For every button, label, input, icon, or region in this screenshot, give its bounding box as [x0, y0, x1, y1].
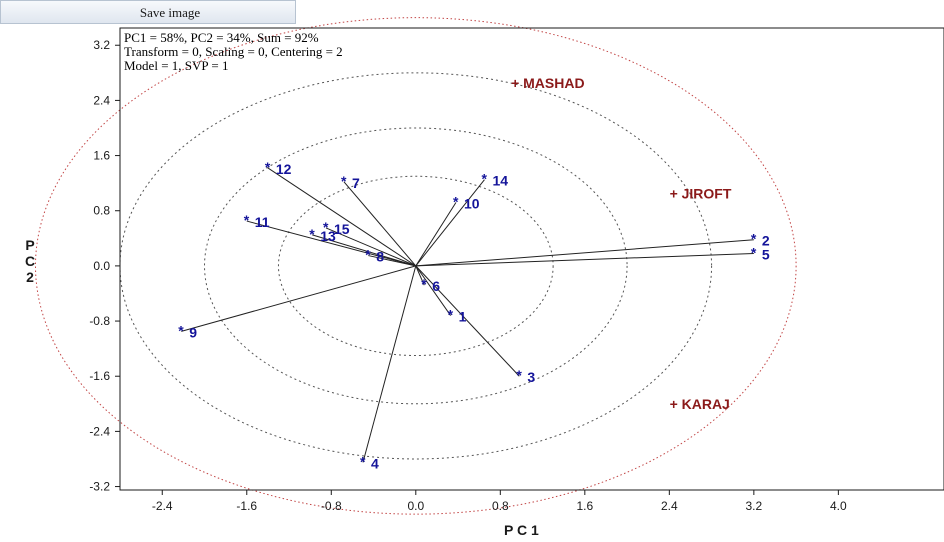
- info-line: Transform = 0, Scaling = 0, Centering = …: [124, 44, 343, 59]
- genotype-marker: *: [516, 367, 522, 383]
- genotype-marker: *: [751, 231, 757, 247]
- genotype-label: 5: [762, 246, 770, 262]
- genotype-vector: [415, 265, 425, 286]
- environment-points: + MASHAD+ JIROFT+ KARAJ: [511, 75, 732, 412]
- genotype-vector: [415, 239, 754, 267]
- genotype-label: 14: [492, 173, 508, 189]
- genotype-label: 11: [255, 214, 270, 230]
- genotype-marker: *: [360, 453, 366, 469]
- genotype-label: 1: [459, 309, 467, 325]
- genotype-marker: *: [309, 226, 315, 242]
- genotype-label: 8: [376, 249, 384, 265]
- x-tick-label: -2.4: [152, 499, 173, 513]
- environment-label: JIROFT: [682, 185, 732, 201]
- genotype-marker: *: [244, 212, 250, 228]
- y-tick-label: 3.2: [93, 38, 110, 52]
- genotype-marker: *: [178, 322, 184, 338]
- genotype-label: 3: [527, 369, 535, 385]
- genotype-marker: *: [481, 171, 487, 187]
- genotype-label: 6: [432, 278, 440, 294]
- x-tick-label: 1.6: [576, 499, 593, 513]
- genotype-label: 9: [189, 324, 197, 340]
- genotype-marker: *: [323, 219, 329, 235]
- x-tick-label: 3.2: [746, 499, 763, 513]
- genotype-vector: [415, 265, 520, 377]
- x-axis-label-group: P C 1: [504, 522, 539, 538]
- x-tick-label: 4.0: [830, 499, 847, 513]
- genotype-vector: [312, 234, 416, 267]
- genotype-vector: [415, 265, 452, 316]
- x-axis-label: P C 1: [504, 522, 539, 538]
- genotype-vector: [415, 252, 754, 267]
- genotype-label: 7: [352, 175, 360, 191]
- genotype-vector: [325, 227, 416, 267]
- info-line: PC1 = 58%, PC2 = 34%, Sum = 92%: [124, 30, 319, 45]
- genotype-points: * 1* 2* 3* 4* 5* 6* 7* 8* 9* 10* 11* 12* 13* 14* 15: [178, 159, 770, 471]
- info-box: PC1 = 58%, PC2 = 34%, Sum = 92%Transform…: [124, 30, 343, 73]
- genotype-vector: [362, 265, 417, 463]
- info-line: Model = 1, SVP = 1: [124, 58, 228, 73]
- distance-circle: [277, 175, 554, 357]
- genotype-label: 10: [464, 195, 480, 211]
- genotype-vectors: [181, 167, 754, 463]
- y-axis-label-part: C: [25, 253, 35, 269]
- genotype-vector: [246, 220, 416, 267]
- x-tick-label: 0.0: [407, 499, 424, 513]
- y-tick-label: -3.2: [89, 480, 110, 494]
- genotype-marker: *: [421, 276, 427, 292]
- y-tick-label: 1.6: [93, 149, 110, 163]
- genotype-label: 15: [334, 221, 350, 237]
- distance-circle: [204, 127, 628, 405]
- distance-circle: [34, 17, 797, 515]
- y-tick-label: -2.4: [89, 424, 110, 438]
- y-tick-label: 2.4: [93, 93, 110, 107]
- genotype-label: 2: [762, 233, 770, 249]
- y-tick-label: -1.6: [89, 369, 110, 383]
- y-tick-label: 0.0: [93, 259, 110, 273]
- x-tick-label: -1.6: [236, 499, 257, 513]
- genotype-label: 13: [320, 228, 336, 244]
- genotype-marker: *: [365, 247, 371, 263]
- genotype-vector: [267, 167, 417, 267]
- genotype-marker: *: [751, 244, 757, 260]
- genotype-marker: *: [448, 307, 454, 323]
- environment-marker: +: [670, 396, 678, 412]
- y-axis-label-part: 2: [26, 269, 34, 285]
- genotype-vector: [415, 202, 457, 267]
- genotype-vector: [343, 181, 417, 267]
- save-image-button[interactable]: Save image: [0, 0, 296, 24]
- y-axis-ticks: 3.2 2.4 1.6 0.8 0.0 -0.8 -1.6 -2.4 -3.2: [89, 38, 120, 494]
- x-axis-ticks: -2.4 -1.6 -0.8 0.0 0.8 1.6 2.4 3.2 4.0: [152, 490, 847, 513]
- y-axis-label-part: P: [25, 237, 34, 253]
- environment-label: KARAJ: [682, 396, 730, 412]
- x-tick-label: -0.8: [321, 499, 342, 513]
- genotype-marker: *: [453, 193, 459, 209]
- y-tick-label: 0.8: [93, 204, 110, 218]
- x-tick-label: 2.4: [661, 499, 678, 513]
- x-tick-label: 0.8: [492, 499, 509, 513]
- genotype-marker: *: [265, 159, 271, 175]
- genotype-vector: [415, 179, 485, 267]
- genotype-vector: [181, 265, 416, 332]
- environment-marker: +: [670, 185, 678, 201]
- genotype-marker: *: [341, 173, 347, 189]
- environment-label: MASHAD: [523, 75, 584, 91]
- genotype-label: 12: [276, 161, 292, 177]
- environment-marker: +: [511, 75, 519, 91]
- y-tick-label: -0.8: [89, 314, 110, 328]
- y-axis-label-group: PC2: [25, 237, 35, 285]
- genotype-label: 4: [371, 455, 379, 471]
- plot-frame: [119, 27, 944, 491]
